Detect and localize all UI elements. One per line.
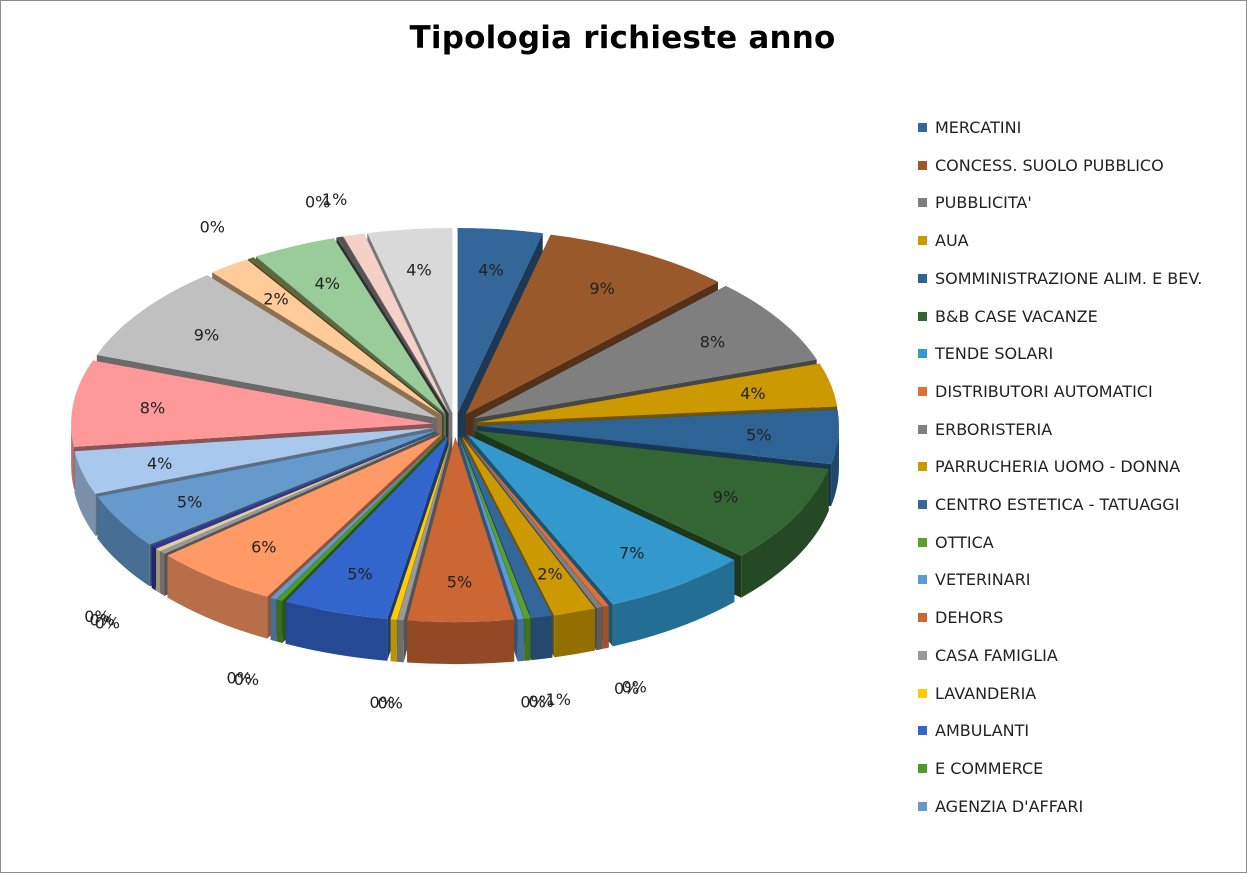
data-label: 9% <box>713 488 738 507</box>
chart-title: Tipologia richieste anno <box>409 20 836 56</box>
data-label: 9% <box>589 279 614 298</box>
legend-label: AGENZIA D'AFFARI <box>935 796 1084 816</box>
data-label: 0% <box>378 694 403 713</box>
data-label: 4% <box>315 274 340 293</box>
data-label: 2% <box>537 565 562 584</box>
data-label: 5% <box>347 565 372 584</box>
legend-swatch <box>918 311 927 321</box>
data-label: 0% <box>614 679 639 698</box>
legend-label: SOMMINISTRAZIONE ALIM. E BEV. <box>935 268 1203 288</box>
legend-label: LAVANDERIA <box>935 683 1037 703</box>
legend-swatch <box>918 613 927 623</box>
legend-label: B&B CASE VACANZE <box>935 306 1098 326</box>
legend-label: PUBBLICITA' <box>935 193 1032 213</box>
legend-swatch <box>918 575 927 585</box>
data-label: 0% <box>234 670 259 689</box>
legend-swatch <box>918 273 927 283</box>
legend-swatch <box>918 424 927 434</box>
data-label: 4% <box>147 454 172 473</box>
legend-swatch <box>918 537 927 547</box>
legend-label: DEHORS <box>935 608 1004 628</box>
data-labels: 4%9%8%4%5%9%7%0%0%2%1%0%0%5%0%0%5%0%0%6%… <box>84 190 771 713</box>
legend-label: PARRUCHERIA UOMO - DONNA <box>935 457 1181 477</box>
data-label: 0% <box>200 218 225 237</box>
data-label: 1% <box>322 190 347 209</box>
data-label: 0% <box>84 607 109 626</box>
legend-label: AUA <box>935 231 969 251</box>
legend-swatch <box>918 801 927 811</box>
legend-swatch <box>918 349 927 359</box>
data-label: 5% <box>746 426 771 445</box>
legend-label: OTTICA <box>935 532 994 552</box>
pie-slices <box>71 227 839 665</box>
data-label: 0% <box>622 677 647 696</box>
data-label: 1% <box>546 690 571 709</box>
data-label: 7% <box>619 543 644 562</box>
legend-swatch <box>918 160 927 170</box>
data-label: 0% <box>528 692 553 711</box>
data-label: 0% <box>370 693 395 712</box>
legend-swatch <box>918 500 927 509</box>
legend-label: DISTRIBUTORI AUTOMATICI <box>935 381 1153 401</box>
legend-swatch <box>918 386 927 396</box>
data-label: 8% <box>140 399 165 418</box>
legend-label: CONCESS. SUOLO PUBBLICO <box>935 155 1164 175</box>
legend-swatch <box>918 198 927 208</box>
data-label: 5% <box>177 493 202 512</box>
data-label: 0% <box>227 668 252 687</box>
data-label: 5% <box>447 572 472 591</box>
data-label: 0% <box>305 193 330 212</box>
data-label: 4% <box>406 261 431 280</box>
data-label: 2% <box>263 290 288 309</box>
data-label: 4% <box>740 384 765 403</box>
legend-label: MERCATINI <box>935 118 1022 137</box>
legend-label: E COMMERCE <box>935 758 1044 778</box>
data-label: 4% <box>478 261 503 280</box>
pie-slice <box>407 437 515 665</box>
data-label: 0% <box>95 614 120 633</box>
legend-swatch <box>918 123 927 132</box>
legend-label: ERBORISTERIA <box>935 419 1053 439</box>
legend-swatch <box>918 462 927 472</box>
legend-swatch <box>918 236 927 246</box>
legend-label: CENTRO ESTETICA - TATUAGGI <box>935 495 1180 514</box>
legend-swatch <box>918 650 927 660</box>
legend-swatch <box>918 763 927 773</box>
data-label: 0% <box>89 610 114 629</box>
data-label: 0% <box>520 693 545 712</box>
data-label: 9% <box>194 326 219 345</box>
legend-label: VETERINARI <box>935 570 1031 590</box>
legend-label: CASA FAMIGLIA <box>935 645 1058 665</box>
legend-swatch <box>918 726 927 736</box>
legend-swatch <box>918 688 927 698</box>
data-label: 8% <box>700 333 725 352</box>
legend-label: AMBULANTI <box>935 721 1030 741</box>
data-label: 6% <box>251 538 276 557</box>
legend-label: TENDE SOLARI <box>935 344 1054 364</box>
